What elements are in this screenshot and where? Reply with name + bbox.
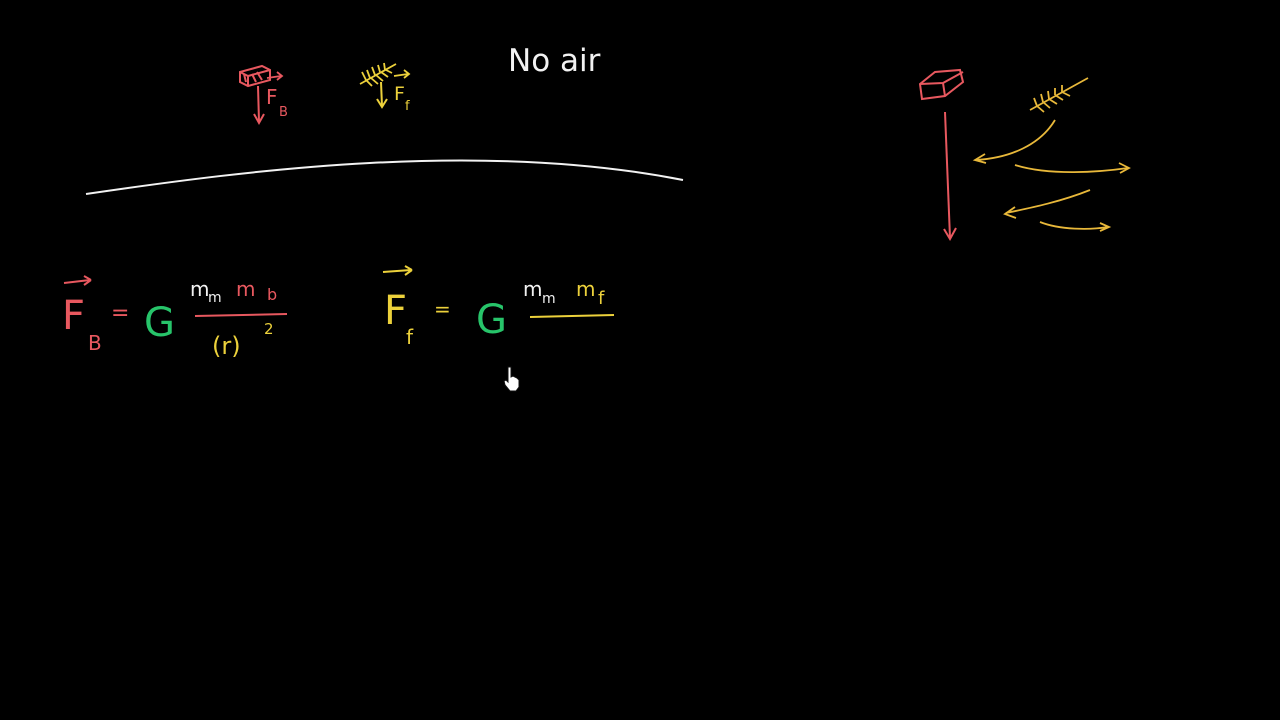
- numerator-m2: m: [236, 277, 255, 301]
- numerator-m2-sub: b: [267, 285, 277, 304]
- hand-pointer-icon: [503, 366, 520, 392]
- lhs-letter: F: [384, 288, 407, 334]
- moon-surface-curve: [85, 159, 684, 195]
- denominator: (r): [212, 332, 241, 360]
- equals-sign: =: [434, 297, 451, 321]
- force-letter: F: [394, 83, 405, 105]
- brick-icon: [239, 64, 271, 88]
- numerator-m1-sub: m: [542, 291, 556, 307]
- brick-force-arrow: [253, 85, 265, 126]
- feather-force-label: F f: [393, 69, 411, 114]
- gravitational-constant: G: [144, 300, 175, 346]
- fraction-bar: [529, 314, 615, 318]
- brick-icon: [918, 68, 965, 101]
- equation-brick: F B = G m m m b (r) 2: [62, 275, 288, 360]
- equation-feather: F f = G m m m f: [382, 265, 615, 349]
- force-subscript: f: [405, 99, 410, 114]
- vector-arrow: [266, 71, 284, 81]
- feather-icon: [359, 62, 397, 87]
- numerator-m1-sub: m: [208, 290, 222, 306]
- numerator-m2: m: [576, 277, 595, 301]
- vector-arrow: [63, 275, 92, 286]
- lhs-subscript: B: [88, 331, 102, 355]
- title-no-air: No air: [508, 43, 601, 79]
- numerator-m2-sub: f: [598, 288, 605, 309]
- feather-flutter-path: [972, 119, 1131, 232]
- force-letter: F: [266, 85, 278, 109]
- force-subscript: B: [279, 105, 288, 120]
- gravitational-constant: G: [476, 297, 507, 343]
- numerator-m1: m: [523, 277, 542, 301]
- fraction-bar: [194, 313, 288, 317]
- vector-arrow: [382, 265, 413, 276]
- denominator-exponent: 2: [264, 320, 274, 338]
- numerator-m1: m: [190, 277, 209, 301]
- lhs-subscript: f: [406, 325, 414, 349]
- brick-force-label: F B: [266, 71, 288, 120]
- vector-arrow: [393, 69, 411, 79]
- feather-icon: [1029, 77, 1089, 113]
- lhs-letter: F: [62, 293, 85, 339]
- equals-sign: =: [111, 301, 129, 326]
- feather-force-arrow: [376, 81, 388, 109]
- brick-fall-arrow: [943, 111, 957, 242]
